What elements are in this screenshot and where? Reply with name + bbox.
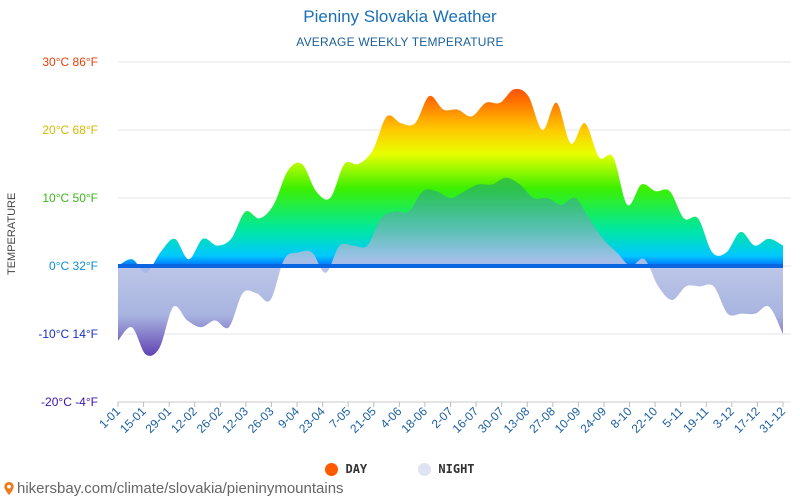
- y-tick-label: 0°C 32°F: [49, 259, 98, 273]
- x-tick-label: 22-10: [629, 404, 661, 436]
- x-tick-label: 29-01: [143, 404, 175, 436]
- y-tick-label: -10°C 14°F: [38, 327, 98, 341]
- x-tick-label: 31-12: [757, 404, 789, 436]
- x-tick-label: 27-08: [526, 404, 558, 436]
- y-tick-label: 10°C 50°F: [42, 191, 98, 205]
- chart-subtitle: AVERAGE WEEKLY TEMPERATURE: [296, 35, 504, 49]
- x-tick-label: 16-07: [450, 404, 482, 436]
- legend-label-night: NIGHT: [438, 462, 475, 476]
- x-tick-label: 13-08: [501, 404, 533, 436]
- series-day-area[interactable]: [118, 88, 783, 273]
- day-dot-icon: [325, 462, 339, 476]
- source-url: hikersbay.com/climate/slovakia/pieninymo…: [17, 480, 344, 497]
- chart-title: Pieniny Slovakia Weather: [303, 7, 497, 26]
- legend-item-night[interactable]: NIGHT: [418, 462, 475, 476]
- x-tick-label: 21-05: [347, 404, 379, 436]
- y-tick-label: 20°C 68°F: [42, 123, 98, 137]
- y-tick-label: 30°C 86°F: [42, 55, 98, 69]
- x-tick-label: 19-11: [680, 404, 711, 435]
- legend-label-day: DAY: [345, 462, 368, 476]
- x-tick-label: 23-04: [296, 404, 328, 436]
- y-tick-label: -20°C -4°F: [41, 395, 98, 409]
- x-tick-label: 26-03: [245, 404, 277, 436]
- x-tick-label: 30-07: [475, 404, 507, 436]
- x-tick-label: 17-12: [731, 404, 763, 436]
- x-tick-label: 12-03: [219, 404, 251, 436]
- x-tick-label: 18-06: [398, 404, 430, 436]
- plot-area: 30°C 86°F 20°C 68°F 10°C 50°F 0°C 32°F -10°C…: [38, 55, 791, 436]
- x-tick-label: 10-09: [552, 404, 584, 436]
- legend: DAY NIGHT: [0, 462, 800, 479]
- x-tick-label: 12-02: [168, 404, 200, 436]
- x-tick-label: 15-01: [117, 404, 149, 436]
- x-tick-label: 24-09: [577, 404, 609, 436]
- x-tick-label: 26-02: [194, 404, 226, 436]
- map-pin-icon: [4, 482, 14, 495]
- night-dot-icon: [418, 462, 432, 476]
- source-link[interactable]: hikersbay.com/climate/slovakia/pieninymo…: [4, 480, 344, 497]
- legend-item-day[interactable]: DAY: [325, 462, 367, 476]
